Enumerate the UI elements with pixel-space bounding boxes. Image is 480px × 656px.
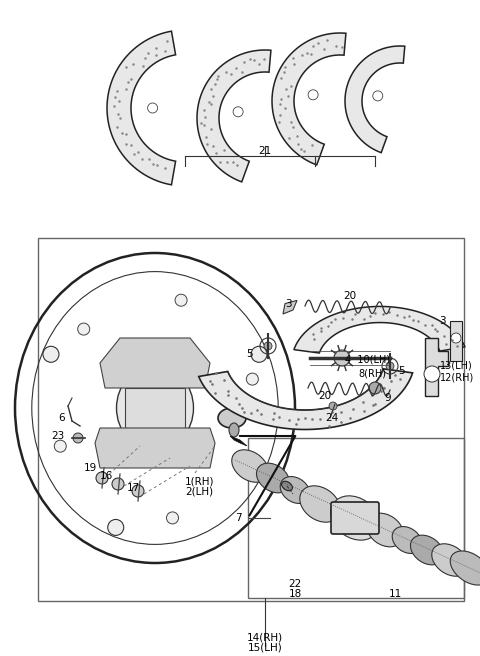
Text: 19: 19 [84,463,97,473]
Ellipse shape [432,544,468,576]
Text: 22: 22 [288,579,301,589]
Text: 21: 21 [258,146,272,156]
Polygon shape [100,338,210,388]
Polygon shape [197,50,271,182]
Text: 18: 18 [288,589,301,599]
Ellipse shape [280,476,310,503]
Polygon shape [125,388,185,428]
Ellipse shape [392,527,422,554]
Circle shape [246,373,258,385]
Text: 11: 11 [388,589,402,599]
Ellipse shape [232,450,268,482]
Circle shape [148,103,157,113]
Text: 7: 7 [235,513,242,523]
Polygon shape [345,46,405,153]
Text: 14(RH): 14(RH) [247,633,283,643]
Text: 9: 9 [384,393,391,403]
Polygon shape [107,31,176,185]
Circle shape [373,91,383,101]
Circle shape [132,485,144,497]
Text: 20: 20 [318,391,332,401]
Text: 8(RH): 8(RH) [358,368,386,378]
Text: 2(LH): 2(LH) [185,486,213,496]
Circle shape [137,390,173,426]
Text: 4  10(LH): 4 10(LH) [345,355,390,365]
Circle shape [264,342,272,350]
Ellipse shape [218,408,246,428]
Ellipse shape [256,463,289,493]
Circle shape [451,333,461,343]
Circle shape [308,90,318,100]
Circle shape [386,362,394,370]
Ellipse shape [282,482,292,491]
Circle shape [43,346,59,362]
Ellipse shape [331,496,379,540]
Polygon shape [230,436,247,446]
Circle shape [329,402,337,410]
Polygon shape [272,33,346,165]
Ellipse shape [367,513,404,547]
Ellipse shape [117,365,193,451]
Circle shape [233,107,243,117]
Text: 23: 23 [52,431,65,441]
Text: 12(RH): 12(RH) [440,373,474,383]
Circle shape [175,294,187,306]
Polygon shape [294,306,465,353]
Text: 5: 5 [246,349,253,359]
Circle shape [334,350,350,366]
Circle shape [236,458,248,470]
Circle shape [167,512,179,524]
Ellipse shape [229,423,239,437]
Text: 24: 24 [325,413,338,423]
Text: 15(LH): 15(LH) [248,643,282,653]
Polygon shape [425,338,448,396]
Text: 16: 16 [100,471,113,481]
Text: 1(RH): 1(RH) [185,476,215,486]
Polygon shape [199,369,413,430]
Circle shape [96,472,108,484]
Text: 17: 17 [127,483,140,493]
Ellipse shape [450,551,480,585]
Polygon shape [450,321,462,361]
Circle shape [73,433,83,443]
Circle shape [251,346,267,362]
Circle shape [54,440,66,452]
Polygon shape [95,428,215,468]
Polygon shape [283,300,297,314]
Circle shape [369,382,381,394]
Circle shape [78,323,90,335]
Ellipse shape [134,385,176,431]
Text: 6: 6 [59,413,65,423]
Text: 5: 5 [398,366,405,376]
FancyBboxPatch shape [331,502,379,534]
Text: 20: 20 [343,291,357,301]
Ellipse shape [300,486,340,522]
Circle shape [424,366,440,382]
Ellipse shape [410,535,444,565]
Text: 13(LH): 13(LH) [440,361,473,371]
Circle shape [112,478,124,490]
Text: 3: 3 [285,299,291,309]
Text: 3: 3 [439,316,445,326]
Circle shape [108,520,124,535]
